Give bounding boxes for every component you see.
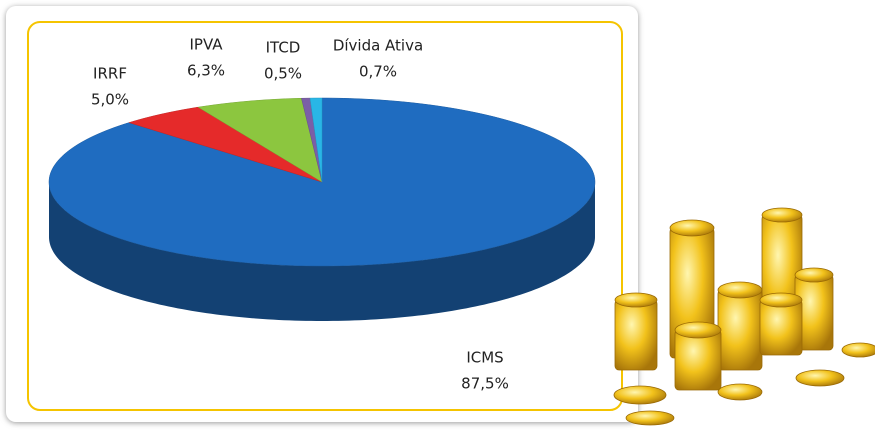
value-label: 87,5% <box>461 375 509 393</box>
slice-label: IRRF <box>93 65 127 83</box>
slice-label: ICMS <box>466 349 503 367</box>
slice <box>128 106 323 183</box>
value-label: 0,5% <box>264 65 302 83</box>
slice-label: IPVA <box>189 36 223 54</box>
pie <box>48 97 596 321</box>
slice-top <box>309 97 323 183</box>
slice-top <box>197 97 323 183</box>
slice-top <box>128 106 323 183</box>
slice-side <box>49 182 595 321</box>
slice <box>309 97 323 183</box>
slice <box>197 97 323 183</box>
coins <box>613 207 875 426</box>
slice-label: ITCD <box>266 39 301 57</box>
value-label: 6,3% <box>187 62 225 80</box>
value-label: 5,0% <box>91 91 129 109</box>
slice-label: Dívida Ativa <box>333 37 423 55</box>
value-label: 0,7% <box>359 63 397 81</box>
card-border <box>27 21 623 411</box>
